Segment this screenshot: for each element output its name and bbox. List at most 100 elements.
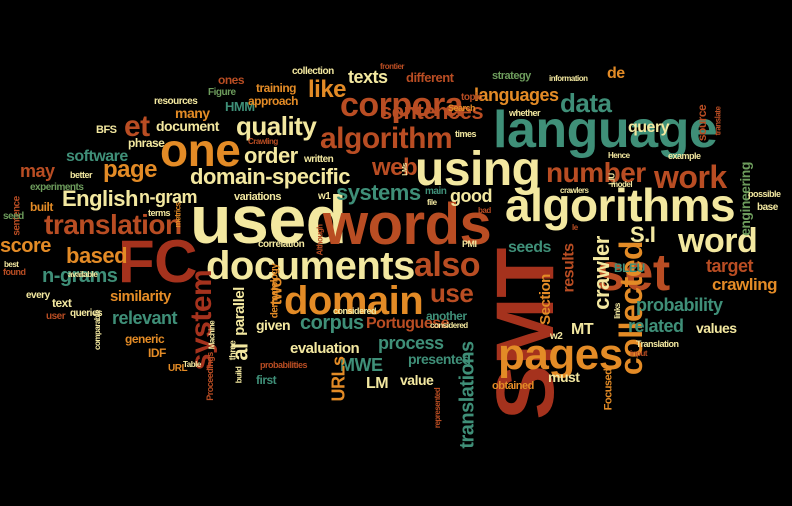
- cloud-word: training: [256, 81, 297, 95]
- cloud-word: may: [20, 161, 55, 181]
- cloud-word: considered: [430, 321, 468, 330]
- cloud-word: BLEU: [614, 261, 645, 275]
- cloud-word: seed: [3, 211, 24, 222]
- cloud-word: resources: [154, 96, 198, 107]
- cloud-word: engineering: [736, 162, 753, 236]
- cloud-word: Machine: [207, 320, 217, 350]
- cloud-word: different: [406, 70, 454, 85]
- cloud-word: using: [415, 143, 541, 196]
- cloud-word: represented: [433, 387, 443, 429]
- cloud-word: main: [425, 186, 447, 197]
- cloud-word: queries: [70, 308, 103, 319]
- cloud-word: generic: [125, 332, 165, 346]
- cloud-word: based: [66, 243, 128, 268]
- cloud-word: base: [757, 202, 778, 213]
- cloud-word: MWE: [340, 355, 383, 375]
- cloud-word: number: [546, 157, 646, 188]
- cloud-word: model: [611, 180, 633, 189]
- cloud-word: phrase: [128, 136, 165, 150]
- cloud-word: one: [160, 124, 241, 176]
- cloud-word: good: [450, 186, 492, 206]
- cloud-word: Translation: [636, 339, 679, 349]
- cloud-word: Although: [315, 224, 325, 256]
- cloud-word: order: [244, 143, 298, 168]
- cloud-word: available: [68, 270, 98, 279]
- cloud-word: URLs: [328, 356, 349, 402]
- cloud-word: domain-specific: [190, 164, 350, 189]
- cloud-word: possible: [748, 189, 781, 199]
- cloud-word: et: [124, 110, 150, 143]
- cloud-word: metrics: [173, 202, 183, 228]
- cloud-word: collection: [292, 66, 334, 77]
- cloud-word: text: [52, 296, 72, 310]
- cloud-word: IDF: [148, 346, 166, 360]
- cloud-word: evaluation: [290, 340, 360, 357]
- cloud-word: page: [103, 156, 158, 183]
- cloud-word: LMs: [401, 163, 409, 176]
- cloud-word: probabilities: [260, 360, 308, 370]
- cloud-word: data: [560, 88, 612, 118]
- cloud-word: corpora: [340, 86, 464, 124]
- cloud-word: seeds: [508, 239, 551, 256]
- cloud-word: related: [628, 316, 684, 336]
- cloud-word: first: [256, 373, 277, 387]
- cloud-word: found: [3, 267, 26, 277]
- cloud-word: file: [427, 198, 437, 207]
- cloud-word: must: [548, 369, 580, 385]
- cloud-word: bad: [478, 206, 491, 215]
- cloud-word: texts: [348, 67, 388, 87]
- cloud-word: language: [493, 101, 718, 159]
- cloud-word: frontier: [380, 62, 405, 71]
- cloud-word: pages: [498, 330, 623, 379]
- cloud-word: relevant: [112, 308, 178, 328]
- cloud-word: probability: [636, 295, 723, 315]
- cloud-word: given: [256, 317, 291, 333]
- cloud-word: FC: [118, 228, 197, 295]
- cloud-word: word: [678, 222, 758, 260]
- cloud-word: variations: [234, 191, 281, 203]
- cloud-word: corpus: [300, 312, 364, 334]
- cloud-word: quality: [236, 111, 317, 141]
- cloud-word: Portuguese: [366, 315, 450, 332]
- cloud-word: source: [695, 104, 710, 142]
- cloud-word: Focused: [602, 368, 615, 411]
- cloud-word: approach: [248, 94, 299, 108]
- cloud-word: Figure: [208, 87, 236, 98]
- cloud-word: another: [426, 309, 467, 323]
- cloud-word: LM: [366, 375, 389, 392]
- cloud-word: set: [596, 244, 670, 302]
- cloud-word: w1: [318, 191, 331, 202]
- cloud-word: obtained: [492, 380, 534, 392]
- cloud-word: document: [156, 118, 219, 134]
- cloud-word: many: [175, 105, 210, 121]
- cloud-word: target: [706, 256, 754, 276]
- cloud-word: HMM: [225, 99, 255, 114]
- cloud-word: strategy: [492, 70, 531, 82]
- cloud-word: considered: [333, 306, 377, 316]
- cloud-word: n-gram: [139, 187, 198, 207]
- cloud-word: topic: [461, 92, 483, 103]
- cloud-word: example: [668, 151, 701, 161]
- cloud-word: crawlers: [560, 186, 589, 195]
- cloud-word: Hence: [608, 151, 630, 160]
- cloud-word: URL: [168, 363, 188, 374]
- cloud-word: user: [46, 311, 66, 322]
- cloud-word: web: [372, 154, 418, 181]
- cloud-word: ones: [218, 73, 245, 87]
- cloud-word: terms: [148, 208, 171, 218]
- cloud-word: le: [572, 223, 578, 232]
- cloud-word: value: [400, 372, 434, 388]
- cloud-word: crawling: [712, 275, 777, 294]
- cloud-word: S.I: [630, 222, 656, 247]
- cloud-word: software: [66, 148, 128, 165]
- cloud-word: systems: [336, 180, 421, 205]
- cloud-word: de: [607, 65, 625, 82]
- cloud-word: score: [0, 235, 51, 257]
- cloud-word: algorithms: [505, 179, 736, 231]
- cloud-word: PMI: [462, 239, 477, 249]
- cloud-word: input: [630, 349, 648, 358]
- cloud-word: process: [378, 333, 444, 353]
- cloud-word: also: [414, 246, 481, 284]
- cloud-word: crawler: [588, 236, 614, 310]
